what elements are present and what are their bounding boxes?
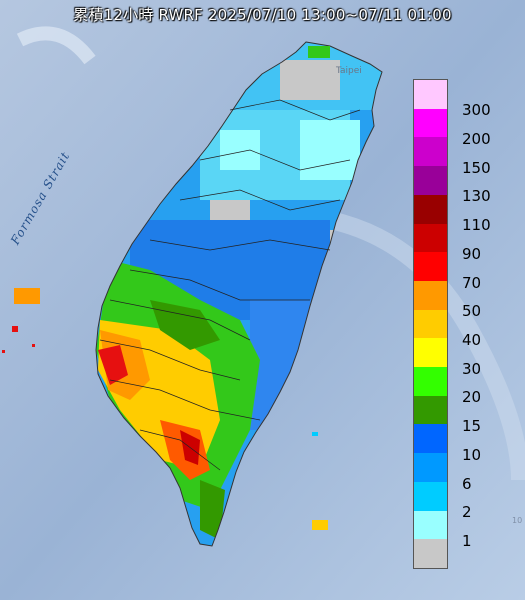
- penghu-islands: [2, 288, 40, 353]
- legend-label: 90: [462, 244, 482, 263]
- city-label: Taipei: [336, 66, 362, 76]
- legend-swatch: [414, 367, 447, 397]
- rainfall-legend: [413, 79, 448, 569]
- legend-swatch: [414, 137, 447, 167]
- legend-swatch: [414, 481, 447, 512]
- legend-label: 1: [462, 531, 472, 550]
- legend-label: 300: [462, 101, 491, 120]
- legend-label: 20: [462, 388, 482, 407]
- cloud-texture: [16, 26, 96, 65]
- edge-label: 10: [512, 516, 523, 525]
- legend-label: 2: [462, 503, 472, 522]
- legend-swatch: [414, 453, 447, 483]
- sea-texture: [327, 211, 525, 481]
- legend-swatch: [414, 539, 447, 569]
- river-lines: [99, 99, 361, 471]
- legend-swatch: [414, 166, 447, 196]
- legend-label: 10: [462, 445, 482, 464]
- legend-label: 15: [462, 417, 482, 436]
- legend-label: 200: [462, 130, 491, 149]
- map-title: 累積12小時 RWRF 2025/07/10 13:00~07/11 01:00: [73, 6, 452, 24]
- legend-label: 70: [462, 273, 482, 292]
- legend-swatch: [414, 395, 447, 425]
- legend-swatch: [414, 510, 447, 540]
- legend-swatch: [414, 108, 447, 138]
- legend-swatch: [414, 223, 447, 253]
- legend-label: 40: [462, 331, 482, 349]
- legend-label: 50: [462, 302, 482, 321]
- legend-label: 150: [462, 158, 491, 177]
- legend-swatch: [414, 309, 447, 339]
- legend-label: 30: [462, 359, 482, 378]
- legend-swatch: [414, 80, 447, 110]
- north-cape: [308, 46, 330, 58]
- lanyu-island: [312, 520, 328, 530]
- legend-swatch: [414, 338, 447, 368]
- island-outline: [95, 41, 383, 547]
- legend-label: 130: [462, 187, 491, 206]
- green-island: [312, 432, 318, 436]
- legend-swatch: [414, 252, 447, 282]
- legend-label: 6: [462, 474, 472, 493]
- legend-swatch: [414, 194, 447, 225]
- legend-label: 110: [462, 216, 491, 235]
- legend-swatch: [414, 424, 447, 454]
- legend-swatch: [414, 280, 447, 311]
